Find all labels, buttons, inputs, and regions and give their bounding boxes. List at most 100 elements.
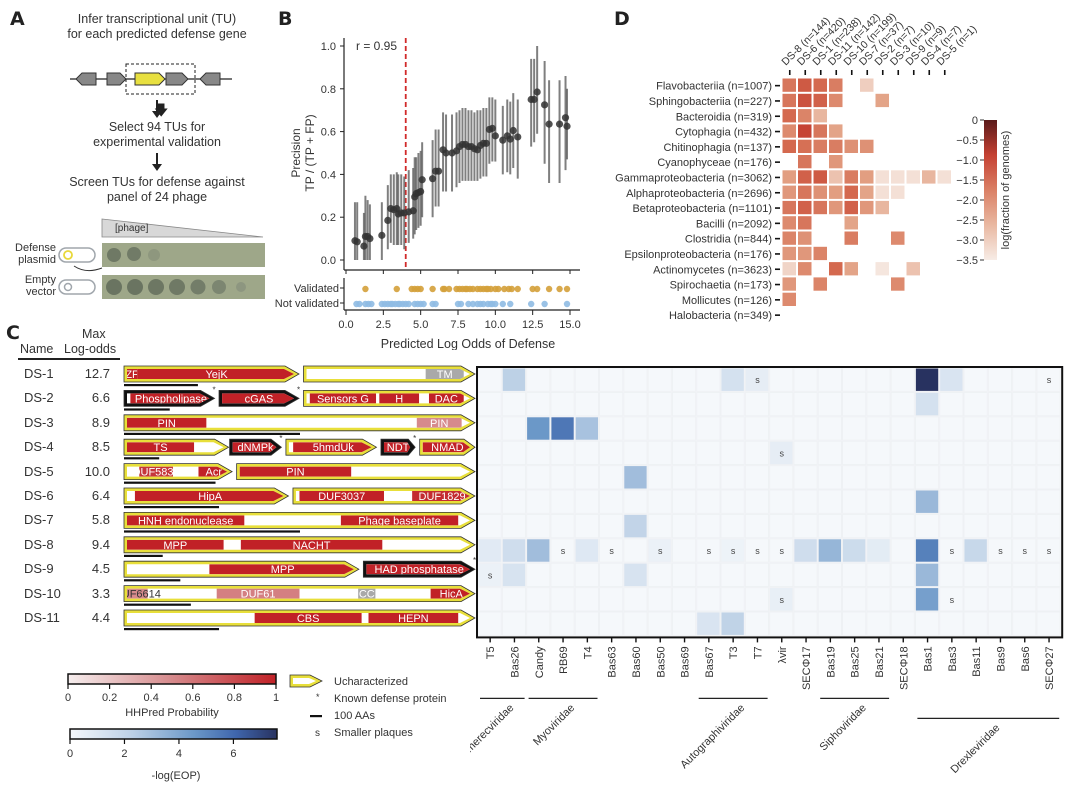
row-label: Sphingobacteriia (n=227): [649, 96, 772, 108]
eop-cell: [890, 367, 915, 392]
gene: 5hmdUk: [285, 438, 378, 456]
eop-cell: [477, 611, 502, 636]
protein-domain: [416, 417, 462, 428]
data-point: [563, 122, 571, 130]
heatmap-cell: [781, 138, 797, 154]
heatmap-cell: [812, 184, 828, 200]
eop-cell: [623, 489, 648, 514]
validated-point: [495, 285, 502, 293]
heatmap-cell: [781, 123, 797, 139]
eop-heatmap: s s s s s s s s s s s s s s s s s T5 Bas26 Candy RB69 T4 Bas63…: [470, 366, 1064, 776]
eop-cell: [987, 465, 1013, 490]
eop-cell: [793, 562, 818, 588]
eop-cell: [842, 538, 867, 563]
data-point: [533, 88, 541, 96]
eop-cell: [987, 489, 1013, 514]
eop-cell: [720, 391, 745, 417]
hhpred-tick-label: 0.4: [144, 692, 159, 704]
protein-domain: [216, 588, 300, 599]
eop-cell: [890, 562, 915, 588]
domain-label: MPP: [163, 540, 187, 552]
domain-label: DUF61: [241, 589, 276, 601]
eop-cell: [526, 538, 551, 563]
eop-cell: [793, 440, 818, 466]
eop-cell: [866, 465, 891, 490]
scale-bar-100aa: [124, 457, 160, 460]
eop-cell: [769, 465, 794, 490]
eop-cell: [623, 367, 648, 392]
eop-cell: [842, 440, 867, 466]
domain-label: CBS: [297, 613, 320, 625]
scale-bar-icon: [310, 715, 322, 718]
colorbar: [984, 120, 997, 260]
eop-cell: [647, 611, 672, 636]
eop-cell: [599, 391, 624, 417]
domain-label: NDT: [387, 442, 410, 454]
data-point: [409, 207, 417, 215]
eop-cell: [963, 513, 988, 539]
not-validated-point: [563, 300, 571, 308]
heatmap-cell: [797, 261, 813, 277]
eop-cell: [842, 513, 867, 539]
name-header: Name: [20, 342, 54, 356]
family-label: Autographiviridae: [678, 702, 747, 771]
heatmap-cell: [843, 169, 859, 185]
gene: HAD phosphatase *: [362, 556, 476, 578]
eop-cell: [1036, 513, 1061, 539]
eop-cell: [671, 611, 697, 636]
colorbar-tick-label: −2.5: [956, 215, 978, 227]
eop-cell: [1012, 611, 1037, 636]
heatmap-cell: [797, 169, 813, 185]
eop-cell: [477, 391, 502, 417]
heatmap-cell: [812, 108, 828, 124]
domain-label: HNH endonuclease: [138, 515, 233, 527]
data-point: [506, 135, 514, 143]
eop-cell: [914, 391, 940, 417]
eop-cell: [647, 489, 672, 514]
defense-plasmid-label: Defense plasmid: [12, 242, 56, 266]
gene: TS: [123, 438, 230, 456]
eop-cell: [890, 489, 915, 514]
eop-cell: [842, 391, 867, 417]
protein-domain: [198, 466, 228, 477]
domains: 5hmdUk: [293, 442, 372, 453]
eop-cell: [574, 513, 599, 539]
panel-a-label: A: [10, 8, 25, 30]
system-name: DS-6: [24, 488, 54, 503]
hhpred-tick-label: 0.8: [227, 692, 242, 704]
eop-cell: [623, 391, 648, 417]
domain-label: dNMPk: [237, 442, 274, 454]
eop-cell: [696, 538, 721, 563]
eop-cell: [987, 538, 1013, 563]
eop-cell: [647, 391, 672, 417]
validated-point: [441, 285, 448, 293]
eop-cell: [842, 562, 867, 588]
heatmap-cell: [890, 184, 906, 200]
eop-cell: [574, 587, 599, 612]
eop-cell: [501, 465, 527, 490]
domain-label: PIN: [158, 418, 176, 430]
scale-bar-100aa: [124, 628, 220, 631]
domains: PIN: [239, 466, 352, 477]
eop-cell: [987, 440, 1013, 466]
protein-domain: [222, 393, 294, 404]
gene: Phospholipase *: [123, 385, 216, 407]
gene: dNMPk *: [229, 434, 283, 456]
phage-label: Bas67: [704, 646, 716, 677]
gene-architecture-diagram: ZF YejK TM Phospholipase * cGAS * Sensors G H DAC…: [123, 365, 476, 631]
eop-cell: [599, 513, 624, 539]
heatmap-cell: [921, 169, 937, 185]
max-log-odds: 6.6: [91, 390, 110, 406]
heatmap-cell: [781, 169, 797, 185]
protein-domain: [412, 491, 470, 501]
max-log-odds: 10.0: [84, 463, 110, 479]
eop-cell: [914, 465, 940, 490]
gene-arrow-4: [165, 72, 189, 86]
eop-cell: [744, 489, 770, 514]
protein-domain: [299, 491, 384, 501]
step3-line1: Screen TUs for defense against: [69, 175, 245, 189]
eop-cell: [769, 367, 794, 392]
protein-domain: [134, 491, 284, 501]
eop-cell: [817, 440, 843, 466]
phage-label: Bas25: [850, 646, 862, 677]
